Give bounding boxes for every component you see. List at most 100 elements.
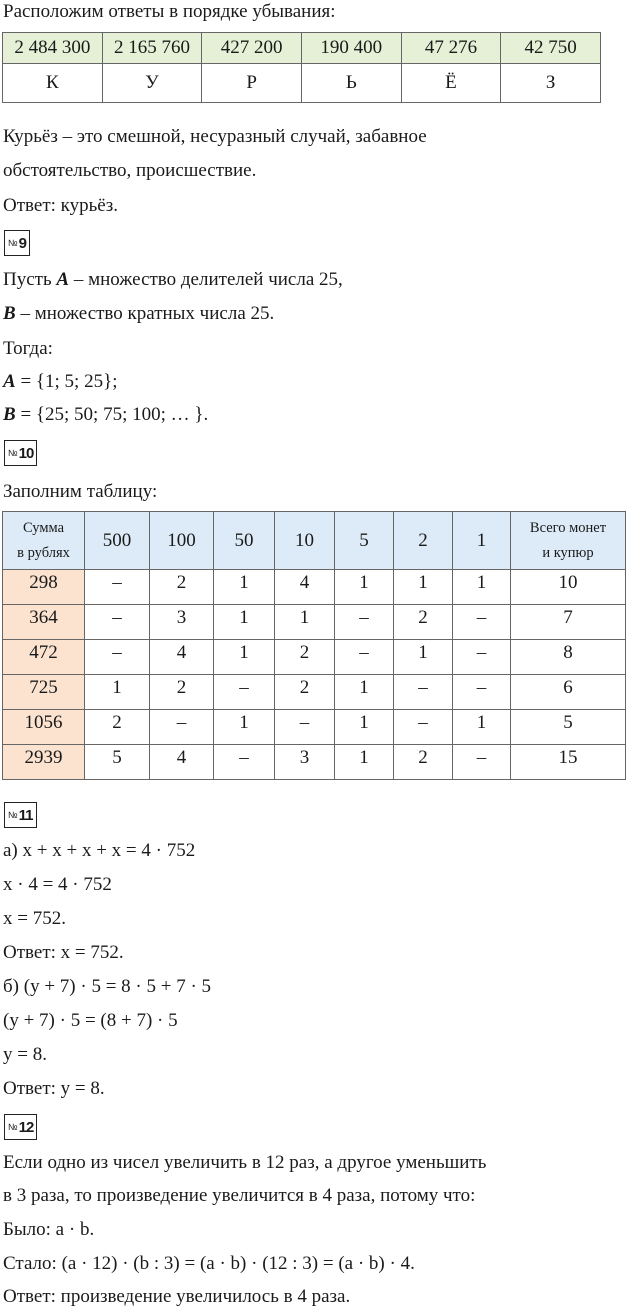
header-cell: 50: [213, 511, 275, 570]
count-cell: 3: [274, 744, 335, 780]
count-cell: –: [274, 709, 335, 745]
header-cell: 1: [452, 511, 511, 570]
definition-line-1: Курьёз – это смешной, несуразный случай,…: [3, 126, 427, 147]
number-cell: 2 165 760: [101, 32, 203, 64]
count-cell: –: [393, 674, 453, 710]
sum-cell: 1056: [2, 709, 85, 745]
count-cell: 4: [274, 569, 335, 605]
problem-number: 11: [18, 807, 34, 824]
p9-line-5: B = {25; 50; 75; 100; … }.: [3, 403, 208, 427]
count-cell: 1: [452, 709, 511, 745]
number-cell: 2 484 300: [2, 32, 103, 64]
count-cell: –: [452, 639, 511, 675]
letter-cell: Ё: [400, 63, 502, 103]
count-cell: 1: [334, 674, 394, 710]
text: Пусть: [3, 269, 57, 290]
answer-8: Ответ: курьёз.: [3, 195, 118, 216]
count-cell: 4: [149, 744, 214, 780]
header-sum: Сумма в рублях: [2, 511, 85, 570]
sum-cell: 298: [2, 569, 85, 605]
total-cell: 15: [510, 744, 626, 780]
sum-cell: 472: [2, 639, 85, 675]
variable: A: [56, 269, 70, 290]
problem-number-10: № 10: [4, 440, 38, 466]
header-cell: 2: [393, 511, 453, 570]
header-text: и купюр: [542, 544, 594, 561]
count-cell: 1: [213, 604, 275, 640]
count-cell: –: [452, 744, 511, 780]
count-cell: 2: [149, 674, 214, 710]
count-cell: 1: [84, 674, 150, 710]
count-cell: 1: [393, 569, 453, 605]
count-cell: 2: [84, 709, 150, 745]
number-cell: 47 276: [400, 32, 502, 64]
total-cell: 10: [510, 569, 626, 605]
count-cell: –: [149, 709, 214, 745]
count-cell: 1: [334, 709, 394, 745]
count-cell: 2: [274, 639, 335, 675]
p11-line: Ответ: x = 752.: [3, 942, 124, 963]
count-cell: 2: [393, 604, 453, 640]
p12-line: в 3 раза, то произведение увеличится в 4…: [3, 1185, 476, 1206]
letters-row: К У Р Ь Ё З: [2, 63, 601, 103]
coins-table: Сумма в рублях 500 100 50 10 5 2 1 Всего …: [2, 511, 626, 780]
count-cell: 1: [213, 639, 275, 675]
table-row: 1056 2–1–1–1 5: [2, 709, 626, 745]
header-total: Всего монет и купюр: [510, 511, 626, 570]
variable: B: [3, 303, 16, 324]
count-cell: –: [452, 604, 511, 640]
number-cell: 42 750: [500, 32, 601, 64]
letter-cell: К: [2, 63, 103, 103]
numbers-row: 2 484 300 2 165 760 427 200 190 400 47 2…: [2, 32, 601, 64]
header-row: Сумма в рублях 500 100 50 10 5 2 1 Всего …: [2, 511, 626, 570]
count-cell: 2: [274, 674, 335, 710]
letter-cell: Р: [201, 63, 302, 103]
p11-line: а) x + x + x + x = 4 · 752: [3, 840, 196, 861]
total-cell: 5: [510, 709, 626, 745]
p12-line: Если одно из чисел увеличить в 12 раз, а…: [3, 1152, 487, 1173]
header-cell: 5: [334, 511, 394, 570]
sum-cell: 725: [2, 674, 85, 710]
variable: A: [3, 371, 16, 392]
count-cell: –: [84, 569, 150, 605]
text: – множество кратных числа 25.: [15, 303, 275, 324]
p11-line: б) (y + 7) · 5 = 8 · 5 + 7 · 5: [3, 976, 212, 997]
number-cell: 190 400: [300, 32, 402, 64]
p11-line: Ответ: y = 8.: [3, 1078, 105, 1099]
text: – множество делителей числа 25,: [69, 269, 343, 290]
count-cell: –: [84, 604, 150, 640]
count-cell: 5: [84, 744, 150, 780]
p11-line: x · 4 = 4 · 752: [3, 874, 112, 895]
p12-line: Ответ: произведение увеличилось в 4 раза…: [3, 1286, 351, 1307]
problem-number-11: № 11: [4, 802, 37, 828]
letter-cell: Ь: [300, 63, 402, 103]
total-cell: 6: [510, 674, 626, 710]
count-cell: 1: [452, 569, 511, 605]
count-cell: –: [452, 674, 511, 710]
table-row: 298–2 1 4 1 1 1 10: [2, 569, 626, 605]
count-cell: 1: [393, 639, 453, 675]
p9-line-3: Тогда:: [3, 338, 53, 359]
answers-table: 2 484 300 2 165 760 427 200 190 400 47 2…: [2, 32, 601, 103]
table-row: 472–4 1 2–1–8: [2, 639, 626, 675]
sum-cell: 364: [2, 604, 85, 640]
p9-line-2: B – множество кратных числа 25.: [3, 302, 274, 326]
count-cell: 4: [149, 639, 214, 675]
p9-line-1: Пусть A – множество делителей числа 25,: [3, 268, 343, 292]
count-cell: 1: [274, 604, 335, 640]
header-cell: 100: [149, 511, 214, 570]
count-cell: 2: [149, 569, 214, 605]
table-row: 364–3 1 1–2–7: [2, 604, 626, 640]
header-text: Всего монет: [529, 519, 607, 536]
p11-line: (y + 7) · 5 = (8 + 7) · 5: [3, 1010, 178, 1031]
count-cell: –: [334, 639, 394, 675]
number-sign: №: [8, 810, 18, 820]
number-sign: №: [8, 448, 18, 458]
intro-text: Расположим ответы в порядке убывания:: [3, 1, 336, 22]
p12-line: Стало: (a · 12) · (b : 3) = (a · b) · (1…: [3, 1253, 415, 1274]
total-cell: 8: [510, 639, 626, 675]
count-cell: –: [84, 639, 150, 675]
count-cell: 1: [334, 744, 394, 780]
number-sign: №: [8, 1122, 18, 1132]
problem-number: 9: [18, 235, 27, 252]
